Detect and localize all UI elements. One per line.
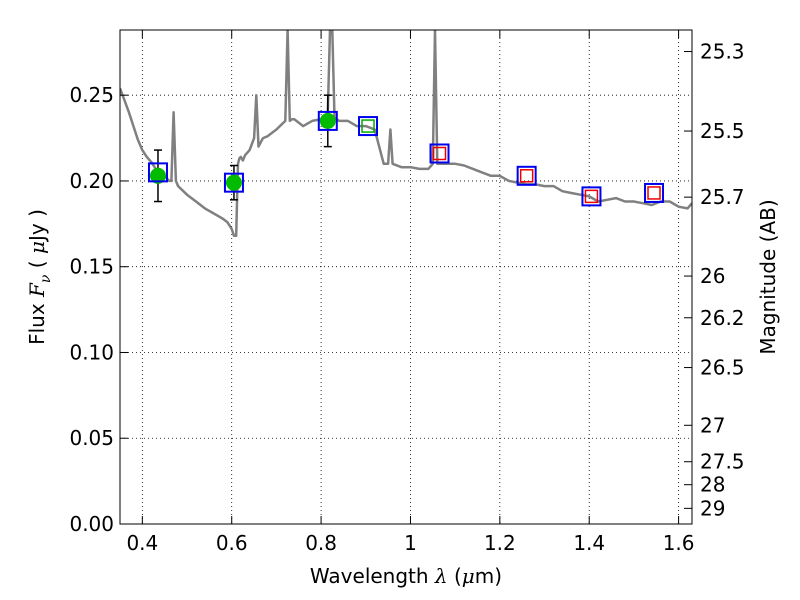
model-photometry-square: [429, 143, 450, 164]
model-photometry-square: [223, 172, 244, 193]
observed-point: [319, 112, 336, 129]
y2-tick-label: 26: [700, 264, 725, 288]
x-tick-label: 0.6: [216, 531, 248, 555]
x-tick-label: 0.8: [305, 531, 337, 555]
y2-tick-label: 25.3: [700, 40, 745, 64]
x-axis-label: Wavelength λ (μm): [310, 564, 502, 588]
observed-point: [149, 167, 166, 184]
y2-tick-label: 29: [700, 496, 725, 520]
y2-tick-label: 25.7: [700, 185, 745, 209]
y-tick-label: 0.10: [69, 340, 114, 364]
x-tick-label: 0.4: [126, 531, 158, 555]
model-photometry-square: [644, 182, 665, 203]
series-layer: [120, 30, 692, 238]
predicted-flux-square: [584, 189, 599, 204]
x-tick-label: 1.2: [484, 531, 516, 555]
markers-layer: [147, 94, 665, 207]
y-tick-label: 0.20: [69, 169, 114, 193]
model-photometry-square: [317, 110, 338, 131]
x-tick-label: 1.4: [573, 531, 605, 555]
model-photometry-square: [516, 165, 537, 186]
predicted-flux-square: [519, 169, 534, 183]
y2-tick-label: 26.5: [700, 356, 745, 380]
sed-line: [120, 30, 692, 238]
y-tick-label: 0.05: [69, 426, 114, 450]
plot-frame: [119, 29, 693, 525]
model-photometry-square: [358, 116, 379, 137]
model-photometry-square: [581, 186, 602, 207]
predicted-flux-square: [361, 119, 375, 133]
y2-tick-label: 26.2: [700, 306, 745, 330]
y-tick-label: 0.00: [69, 512, 114, 536]
y2-tick-label: 27.5: [700, 450, 745, 474]
y-tick-label: 0.15: [69, 255, 114, 279]
predicted-flux-square: [432, 146, 447, 161]
grid: [120, 30, 692, 524]
model-photometry-square: [147, 162, 168, 183]
predicted-flux-square: [647, 186, 661, 200]
y2-tick-label: 27: [700, 413, 725, 437]
x-tick-label: 1.6: [663, 531, 695, 555]
ticks: 0.4 0.6 0.8 1 1.2 1.4 1.6 0.00 0.05 0.10 0.15 0.20 0…: [69, 30, 745, 555]
observed-point: [225, 174, 242, 191]
y2-tick-label: 25.5: [700, 119, 745, 143]
y-axis-label: Flux Fν ( μJy ): [25, 209, 54, 345]
y2-tick-label: 28: [700, 473, 725, 497]
y2-axis-label: Magnitude (AB): [756, 199, 780, 354]
y-tick-label: 0.25: [69, 83, 114, 107]
x-tick-label: 1: [404, 531, 417, 555]
